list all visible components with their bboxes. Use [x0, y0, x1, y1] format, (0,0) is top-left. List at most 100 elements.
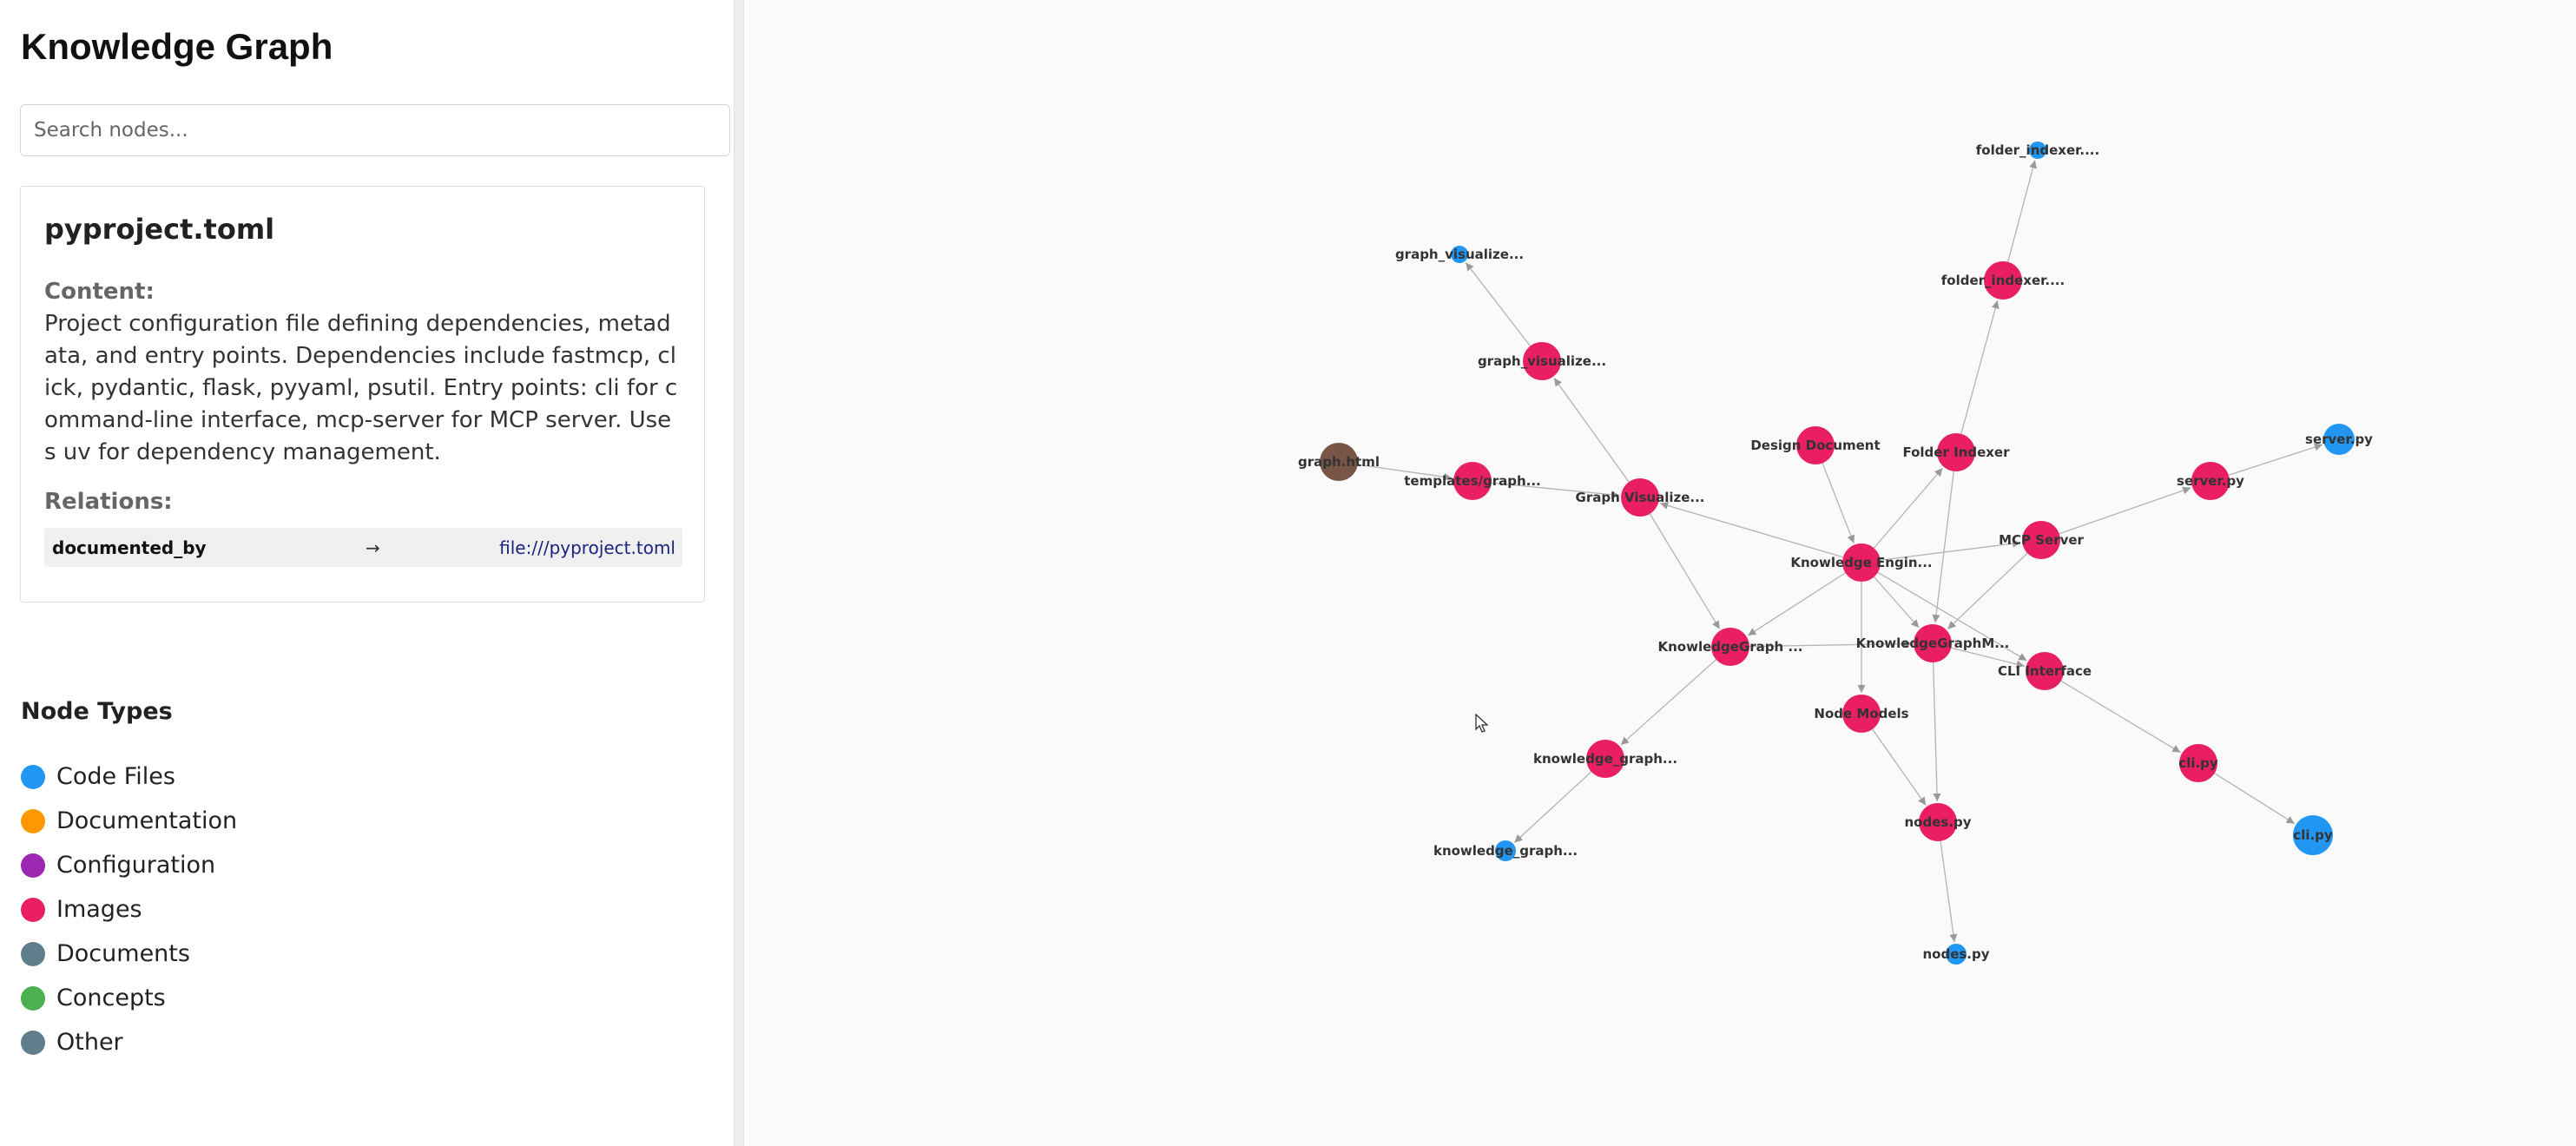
graph-node-circle[interactable]	[1842, 543, 1881, 582]
graph-node-label: folder_indexer....	[1976, 142, 2099, 158]
edge-fi2-fi3	[2007, 160, 2037, 262]
graph-node[interactable]: Graph Visualize...	[1576, 478, 1705, 517]
legend-swatch	[21, 809, 45, 833]
search-input[interactable]	[20, 104, 730, 156]
edge-dd-ke	[1822, 463, 1855, 543]
edge-srv1-srv2	[2228, 443, 2323, 476]
edge-kgm-cli	[1951, 647, 2025, 668]
graph-node-label: nodes.py	[1904, 814, 1971, 830]
graph-node-label: Graph Visualize...	[1576, 490, 1705, 505]
graph-node[interactable]: cli.py	[2293, 815, 2333, 855]
app-title: Knowledge Graph	[21, 26, 333, 67]
legend-swatch	[21, 1031, 45, 1055]
edge-kgr1-kgr2	[1513, 771, 1592, 843]
graph-node-circle[interactable]	[2179, 744, 2217, 782]
panel-resize-handle[interactable]	[734, 0, 744, 1146]
graph-node-circle[interactable]	[1984, 261, 2022, 300]
graph-node[interactable]: KnowledgeGraph ...	[1658, 628, 1803, 666]
graph-node[interactable]: graph_visualize...	[1395, 246, 1524, 263]
graph-node[interactable]: folder_indexer....	[1941, 261, 2065, 300]
graph-node-circle[interactable]	[2323, 424, 2355, 455]
graph-node[interactable]: MCP Server	[1999, 521, 2085, 559]
graph-node-circle[interactable]	[1453, 462, 1492, 500]
legend-swatch	[21, 942, 45, 966]
edge-mcp-kgm	[1947, 552, 2028, 629]
graph-node-circle[interactable]	[1842, 695, 1881, 733]
graph-node[interactable]: server.py	[2177, 462, 2244, 500]
graph-node[interactable]: Node Models	[1814, 695, 1909, 733]
graph-node-circle[interactable]	[1523, 342, 1561, 380]
graph-node-label: KnowledgeGraphM...	[1856, 636, 2010, 651]
graph-node-circle[interactable]	[1451, 246, 1468, 263]
graph-node-circle[interactable]	[1711, 628, 1749, 666]
graph-node[interactable]: Knowledge Engin...	[1790, 543, 1933, 582]
graph-node-label: nodes.py	[1922, 946, 1989, 962]
graph-node-label: Design Document	[1750, 438, 1880, 453]
graph-node-circle[interactable]	[1495, 840, 1516, 861]
edges-layer	[1357, 160, 2323, 943]
edge-ke-mcp	[1880, 539, 2021, 561]
mouse-cursor-icon	[1475, 714, 1489, 733]
graph-node[interactable]: graph_visualize...	[1478, 342, 1606, 380]
graph-node[interactable]: CLI Interface	[1998, 652, 2092, 690]
graph-node-circle[interactable]	[1796, 426, 1835, 464]
graph-node-circle[interactable]	[1919, 803, 1957, 841]
graph-node-label: cli.py	[2178, 755, 2218, 771]
graph-node[interactable]: nodes.py	[1922, 944, 1990, 965]
graph-node[interactable]: templates/graph...	[1404, 462, 1541, 500]
edge-ke-kg	[1747, 572, 1846, 636]
legend-label: Code Files	[56, 763, 175, 790]
graph-node-circle[interactable]	[1320, 443, 1358, 481]
node-details-panel: pyproject.toml Content: Project configur…	[20, 186, 705, 603]
graph-node[interactable]: folder_indexer....	[1976, 142, 2099, 159]
graph-canvas[interactable]: Knowledge Engin... Design Document Folder …	[744, 0, 2576, 1146]
graph-node-label: knowledge_graph...	[1433, 843, 1578, 859]
graph-node[interactable]: Design Document	[1750, 426, 1881, 464]
graph-node-circle[interactable]	[2191, 462, 2230, 500]
graph-node-label: folder_indexer....	[1941, 273, 2065, 288]
graph-node-label: graph_visualize...	[1478, 353, 1606, 369]
graph-node-circle[interactable]	[2029, 142, 2046, 159]
graph-node[interactable]: Folder Indexer	[1902, 433, 2010, 471]
graph-node-label: knowledge_graph...	[1533, 751, 1677, 767]
graph-node-circle[interactable]	[1937, 433, 1975, 471]
legend-label: Documentation	[56, 807, 238, 834]
edge-ke-fi	[1873, 467, 1943, 549]
graph-node-label: Folder Indexer	[1902, 445, 2010, 460]
graph-node[interactable]: graph.html	[1298, 443, 1380, 481]
graph-node-circle[interactable]	[1621, 478, 1659, 517]
legend-swatch	[21, 898, 45, 922]
graph-node-label: Knowledge Engin...	[1790, 555, 1932, 570]
graph-node-label: cli.py	[2293, 827, 2333, 843]
relation-target-link[interactable]: file:///pyproject.toml	[499, 537, 675, 558]
edge-nm-np1	[1872, 728, 1927, 806]
sidebar: Knowledge Graph pyproject.toml Content: …	[0, 0, 734, 1146]
relation-arrow: →	[366, 537, 380, 558]
graph-node-label: KnowledgeGraph ...	[1658, 639, 1803, 655]
nodes-layer: Knowledge Engin... Design Document Folder …	[1298, 142, 2373, 965]
node-title: pyproject.toml	[44, 213, 275, 246]
graph-node-label: MCP Server	[1999, 532, 2084, 548]
edge-kg-kgr1	[1620, 659, 1717, 746]
graph-node-circle[interactable]	[2293, 815, 2333, 855]
graph-node[interactable]: knowledge_graph...	[1433, 840, 1578, 861]
node-content: Project configuration file defining depe…	[44, 311, 678, 465]
graph-node[interactable]: server.py	[2305, 424, 2373, 455]
relations-label: Relations:	[44, 489, 173, 515]
graph-node-label: graph_visualize...	[1395, 247, 1524, 262]
graph-node[interactable]: knowledge_graph...	[1533, 740, 1677, 778]
legend-title: Node Types	[21, 698, 173, 725]
legend-label: Concepts	[56, 985, 166, 1011]
content-label: Content:	[44, 279, 155, 305]
graph-node-circle[interactable]	[1914, 624, 1952, 662]
graph-node-circle[interactable]	[2026, 652, 2064, 690]
graph-node-circle[interactable]	[1946, 944, 1967, 965]
graph-node-circle[interactable]	[1586, 740, 1624, 778]
graph-node[interactable]: nodes.py	[1904, 803, 1972, 841]
legend-label: Other	[56, 1029, 123, 1056]
graph-node[interactable]: cli.py	[2178, 744, 2218, 782]
graph-node[interactable]: KnowledgeGraphM...	[1856, 624, 2010, 662]
edge-gh-tpl	[1357, 464, 1453, 481]
edge-np1-np2	[1940, 840, 1958, 943]
graph-node-circle[interactable]	[2022, 521, 2060, 559]
